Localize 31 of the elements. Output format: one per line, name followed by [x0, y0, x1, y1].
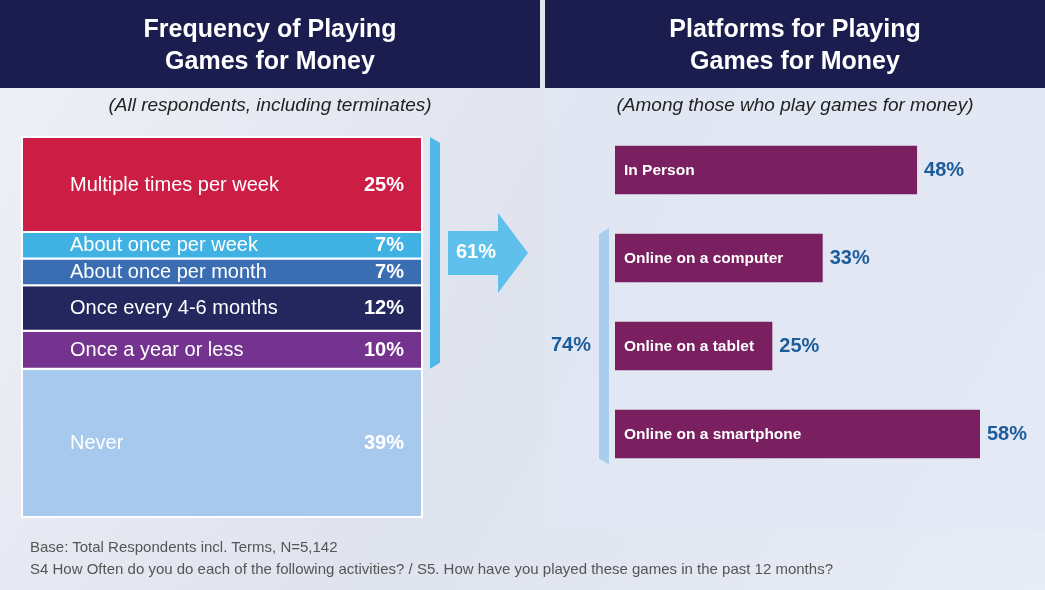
- series-label: Multiple times per week: [70, 172, 280, 195]
- category-label: Online on a tablet: [624, 337, 755, 354]
- data-label: 39%: [363, 430, 405, 453]
- data-label: 10%: [363, 337, 405, 360]
- category-label: Online on a computer: [624, 249, 784, 266]
- text: Base: Total Respondents incl. Terms, N=5,142: [30, 538, 338, 555]
- data-label: 58%: [987, 422, 1028, 444]
- data-label: 7%: [375, 233, 405, 256]
- bar: [615, 409, 980, 459]
- series-label: Never: [70, 430, 124, 453]
- chart-subtitle: (All respondents, including terminates): [107, 94, 433, 116]
- bar: [615, 145, 918, 195]
- category-label: In Person: [624, 161, 695, 178]
- category-label: Online on a smartphone: [624, 425, 802, 442]
- chart-subtitle: (Among those who play games for money): [615, 94, 975, 116]
- data-label: 7%: [375, 259, 405, 282]
- series-label: Once a year or less: [70, 337, 244, 360]
- data-label: 25%: [779, 334, 820, 356]
- chart-title: Platforms for Playing Games for Money: [668, 12, 922, 76]
- data-label: 33%: [829, 246, 870, 268]
- text: S4 How Often do you do each of the following activities? / S5. How have you played these games in the past 12 months?: [30, 560, 833, 577]
- data-label: 12%: [363, 296, 405, 318]
- text: 74%: [551, 333, 592, 356]
- series-label: About once per month: [70, 259, 267, 282]
- data-label: 25%: [363, 172, 405, 195]
- chart-title: Frequency of Playing Games for Money: [142, 12, 398, 76]
- text: 61%: [456, 239, 497, 263]
- series-label: About once per week: [70, 233, 259, 256]
- series-label: Once every 4-6 months: [70, 296, 278, 318]
- bar: [615, 233, 823, 283]
- data-label: 48%: [924, 158, 965, 180]
